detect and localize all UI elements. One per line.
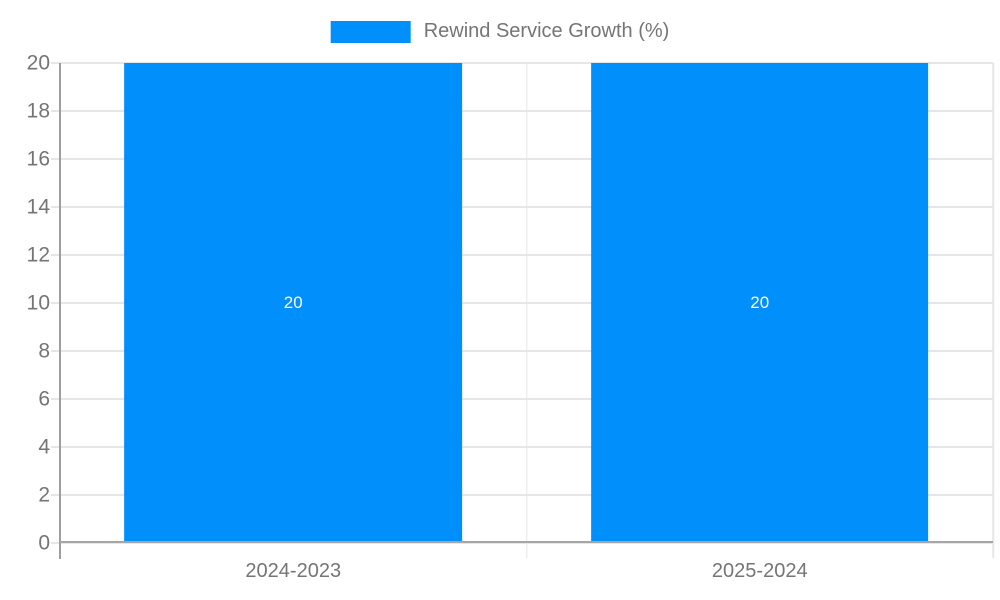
legend-marker — [330, 20, 411, 43]
legend-label: Rewind Service Growth (%) — [423, 20, 670, 42]
y-tick-mark — [51, 494, 60, 496]
x-category-label: 2024-2023 — [245, 560, 342, 582]
y-tick-mark — [51, 62, 60, 64]
plot-area: 20 20 — [60, 62, 994, 544]
y-tick-label: 14 — [26, 195, 50, 219]
bar-2024-2023[interactable]: 20 — [124, 63, 463, 543]
y-tick-mark — [51, 350, 60, 352]
gridline-vertical — [992, 63, 994, 543]
y-tick-label: 2 — [38, 483, 50, 507]
y-tick-label: 20 — [26, 51, 50, 75]
y-tick-mark — [51, 542, 60, 544]
x-tick-mark — [525, 543, 528, 558]
y-tick-label: 10 — [26, 291, 50, 315]
y-tick-mark — [51, 446, 60, 448]
x-axis-line — [60, 541, 993, 543]
gridline-vertical — [525, 63, 528, 543]
x-tick-mark — [992, 543, 994, 558]
y-tick-label: 18 — [26, 99, 50, 123]
y-tick-mark — [51, 254, 60, 256]
bar-2025-2024[interactable]: 20 — [590, 63, 929, 543]
y-tick-mark — [51, 206, 60, 208]
gridline-horizontal — [60, 542, 993, 544]
x-category-label: 2025-2024 — [711, 560, 808, 582]
bar-value-label: 20 — [283, 293, 303, 312]
y-tick-label: 4 — [38, 435, 50, 459]
y-tick-mark — [51, 302, 60, 304]
legend[interactable]: Rewind Service Growth (%) — [330, 20, 670, 43]
y-tick-label: 8 — [38, 339, 50, 363]
y-axis-line — [59, 63, 61, 559]
y-tick-mark — [51, 110, 60, 112]
y-tick-label: 12 — [26, 243, 50, 267]
y-tick-mark — [51, 158, 60, 160]
bar-value-label: 20 — [750, 293, 770, 312]
y-tick-label: 0 — [38, 531, 50, 555]
y-tick-label: 16 — [26, 147, 50, 171]
y-tick-label: 6 — [38, 387, 50, 411]
y-tick-mark — [51, 398, 60, 400]
